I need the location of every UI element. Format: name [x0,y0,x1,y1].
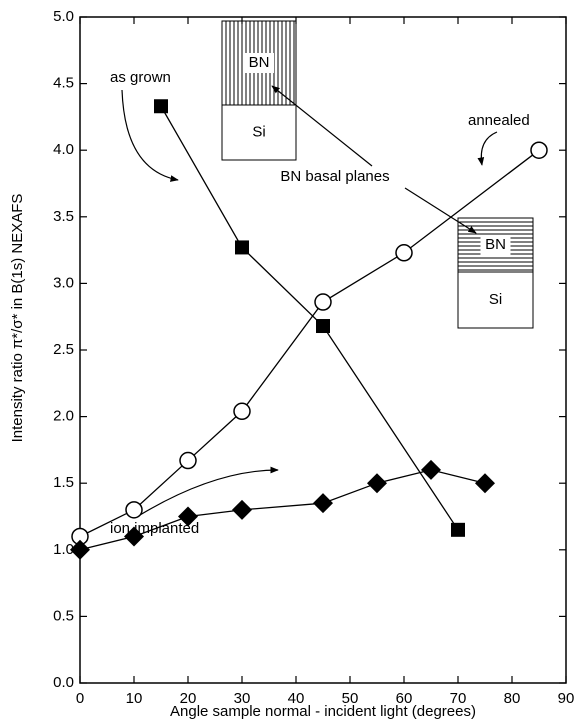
marker [124,526,144,547]
marker [451,522,465,537]
y-tick-label: 0.0 [53,674,74,691]
x-tick-label: 20 [180,690,197,707]
x-tick-label: 30 [234,690,251,707]
y-tick-label: 1.0 [53,541,74,558]
marker [475,473,495,494]
y-axis-label: Intensity ratio π*/σ* in B(1s) NEXAFS [9,194,26,443]
x-tick-label: 80 [504,690,521,707]
inset-bn-bg [480,235,511,255]
marker [313,493,333,514]
marker [232,499,252,520]
basal-planes-label: BN basal planes [280,168,389,185]
inset-si [457,271,534,329]
marker [125,501,143,519]
marker [421,459,441,480]
y-tick-label: 4.0 [53,141,74,158]
series-line [79,149,540,538]
insets: BN Si BN Si [221,20,534,329]
marker [235,240,249,255]
series-line [79,469,486,551]
series-label: as grown [110,69,171,86]
marker [316,319,330,334]
series-label: ion implanted [110,520,199,537]
marker [70,539,90,560]
marker [233,402,251,421]
inset-si-label: Si [489,291,502,308]
inset-si [221,104,297,161]
x-tick-label: 70 [450,690,467,707]
x-axis-label: Angle sample normal - incident light (de… [170,703,476,720]
inset-bn-label: BN [249,54,270,71]
y-tick-label: 2.5 [53,341,74,358]
y-tick-label: 4.5 [53,75,74,92]
y-tick-label: 3.5 [53,208,74,225]
y-tick-label: 2.0 [53,408,74,425]
y-tick-label: 1.5 [53,474,74,491]
marker [178,506,198,527]
x-tick-label: 90 [558,690,575,707]
y-tick-label: 5.0 [53,8,74,25]
series-label: annealed [468,112,530,129]
marker [179,451,197,470]
marker [314,293,332,311]
y-tick-label: 3.0 [53,274,74,291]
x-tick-label: 60 [396,690,413,707]
marker [154,99,168,114]
x-tick-label: 0 [76,690,84,707]
inset-bn-label: BN [485,236,506,253]
x-tick-label: 40 [288,690,305,707]
x-tick-label: 10 [126,690,143,707]
arrows [121,85,498,516]
x-tick-label: 50 [342,690,359,707]
marker [530,141,548,159]
marker [395,244,413,262]
y-tick-label: 0.5 [53,607,74,624]
inset-bn-bg [244,53,274,73]
inset-si-label: Si [252,123,265,140]
series-line [160,105,459,531]
marker [367,473,387,494]
